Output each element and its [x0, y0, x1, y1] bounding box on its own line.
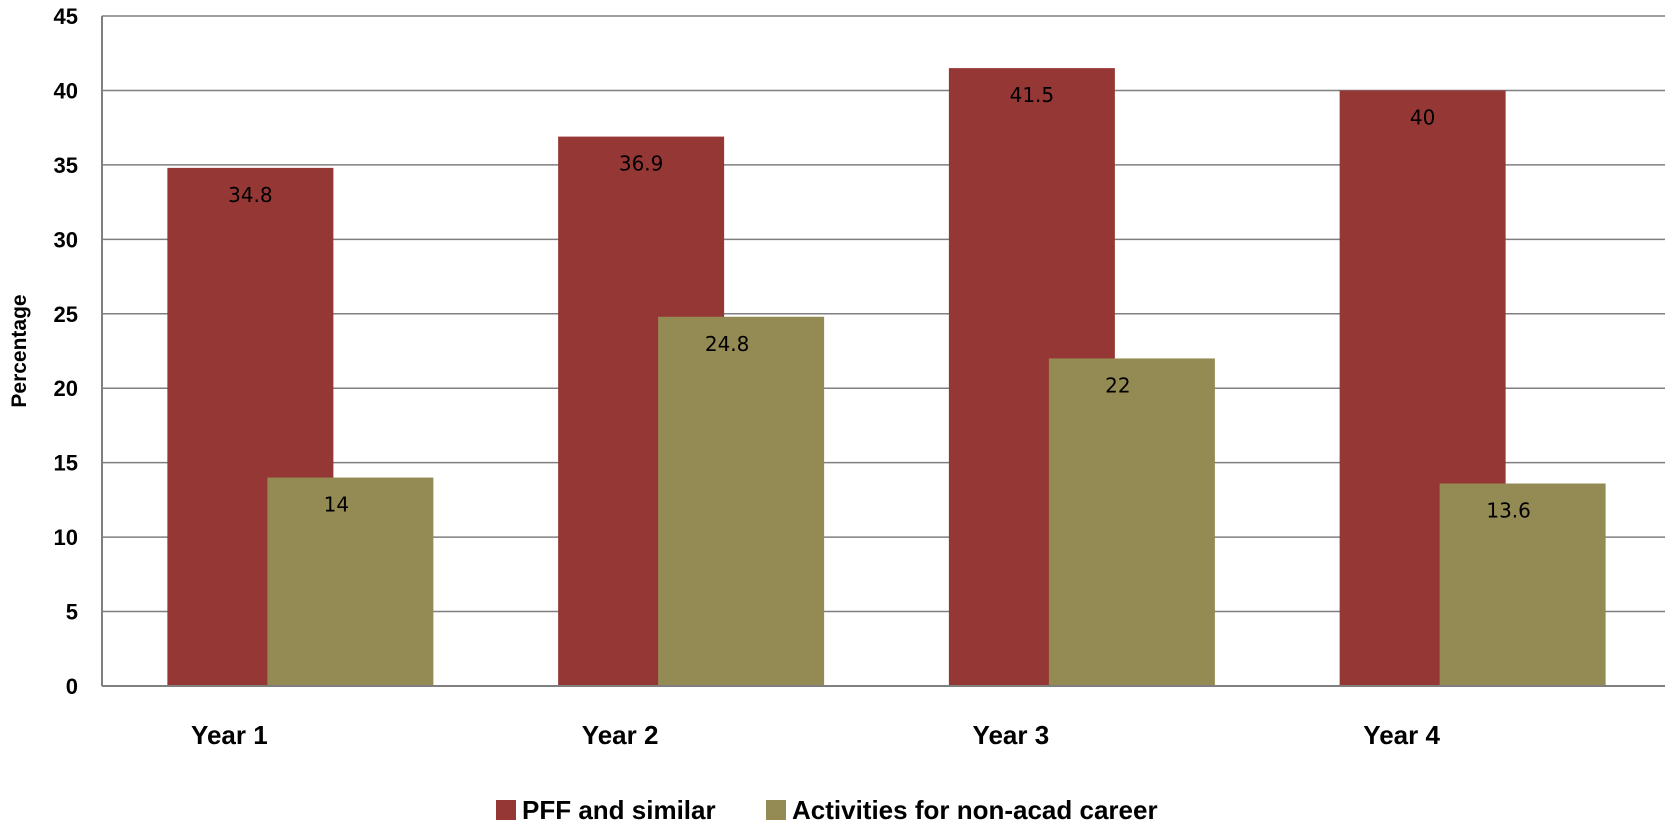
data-label: 13.6 [1486, 499, 1531, 523]
y-tick-label: 40 [54, 78, 78, 103]
legend: PFF and similar Activities for non-acad c… [496, 795, 1158, 825]
legend-swatch [766, 800, 786, 820]
x-category-label: Year 2 [582, 720, 659, 750]
x-axis-categories: Year 1 Year 2 Year 3 Year 4 [191, 720, 1440, 750]
y-axis-label: Percentage [8, 294, 31, 407]
x-category-label: Year 3 [973, 720, 1050, 750]
data-label: 14 [324, 493, 349, 517]
legend-swatch [496, 800, 516, 820]
data-labels: 34.8 14 36.9 24.8 41.5 22 40 13.6 [228, 83, 1531, 522]
bar-non-acad-2 [658, 316, 825, 686]
bar-non-acad-1 [267, 477, 434, 686]
y-tick-label: 45 [54, 4, 78, 29]
bar-non-acad-3 [1048, 358, 1215, 686]
y-tick-label: 5 [66, 600, 78, 625]
y-tick-label: 25 [54, 302, 78, 327]
x-category-label: Year 4 [1363, 720, 1440, 750]
legend-label: Activities for non-acad career [792, 795, 1158, 825]
data-label: 41.5 [1010, 83, 1055, 107]
legend-item: Activities for non-acad career [766, 795, 1158, 825]
y-tick-label: 15 [54, 451, 78, 476]
y-tick-label: 0 [66, 674, 78, 699]
data-label: 22 [1105, 373, 1130, 397]
bars [167, 68, 1606, 687]
x-category-label: Year 1 [191, 720, 268, 750]
y-tick-label: 30 [54, 227, 78, 252]
bar-non-acad-4 [1439, 483, 1606, 686]
y-tick-label: 10 [54, 525, 78, 550]
legend-item: PFF and similar [496, 795, 716, 825]
data-label: 40 [1410, 105, 1435, 129]
y-tick-label: 35 [54, 153, 78, 178]
y-axis-ticks: 0 5 10 15 20 25 30 35 40 45 [54, 4, 78, 699]
legend-label: PFF and similar [522, 795, 716, 825]
data-label: 24.8 [705, 332, 750, 356]
data-label: 36.9 [619, 152, 664, 176]
y-tick-label: 20 [54, 376, 78, 401]
data-label: 34.8 [228, 183, 273, 207]
